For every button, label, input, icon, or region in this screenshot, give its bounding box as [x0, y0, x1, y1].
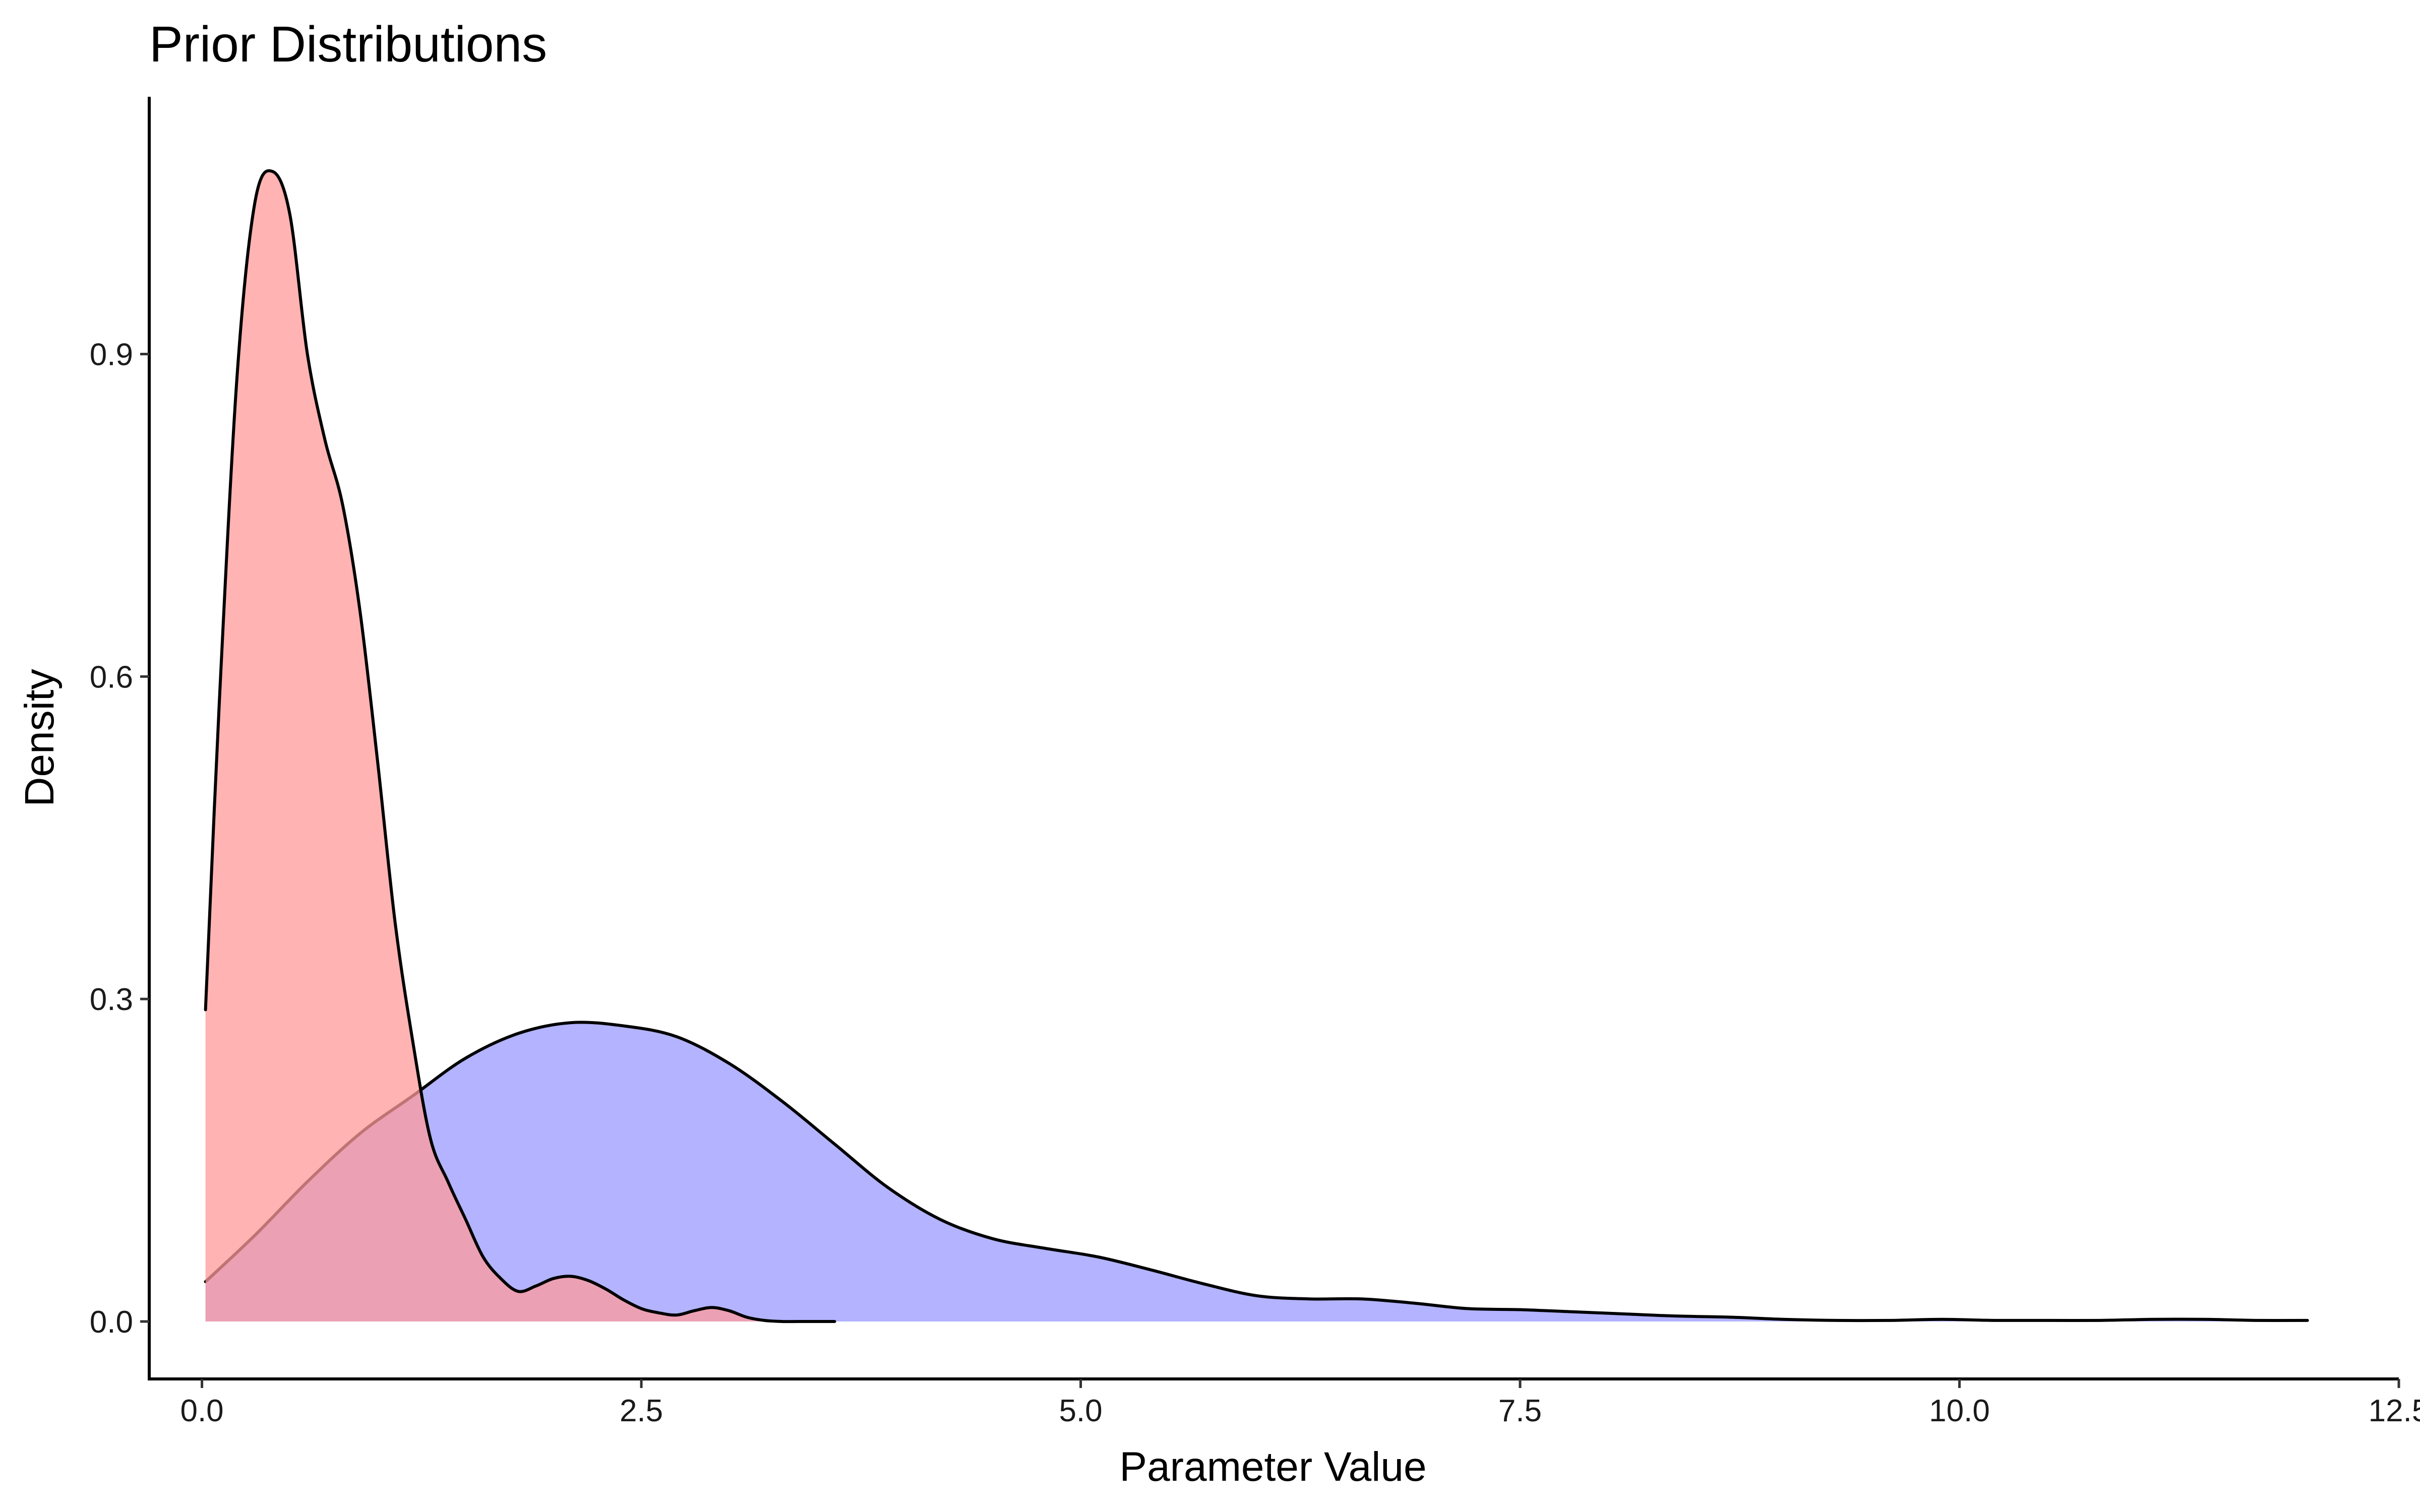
y-tick-label: 0.0: [90, 1305, 133, 1340]
x-tick-label: 2.5: [620, 1394, 663, 1428]
y-axis-ticks: 0.0 0.3 0.6 0.9: [90, 338, 149, 1340]
density-series-layer: [204, 169, 2309, 1324]
chart-title: Prior Distributions: [149, 16, 547, 73]
density-line-blue: [204, 1021, 2309, 1322]
y-tick-label: 0.6: [90, 660, 133, 695]
density-area-blue: [205, 1022, 2308, 1321]
x-tick-label: 12.5: [2369, 1394, 2420, 1428]
x-tick-label: 10.0: [1929, 1394, 1990, 1428]
y-tick-label: 0.3: [90, 982, 133, 1017]
y-axis-title: Density: [17, 669, 63, 806]
x-axis-title: Parameter Value: [1119, 1444, 1426, 1490]
density-area-red: [205, 170, 835, 1322]
density-line-red: [204, 169, 836, 1324]
x-tick-label: 7.5: [1498, 1394, 1542, 1428]
x-tick-label: 0.0: [180, 1394, 223, 1428]
x-tick-label: 5.0: [1059, 1394, 1102, 1428]
x-axis-ticks: 0.0 2.5 5.0 7.5 10.0 12.5: [180, 1379, 2420, 1428]
y-tick-label: 0.9: [90, 338, 133, 372]
